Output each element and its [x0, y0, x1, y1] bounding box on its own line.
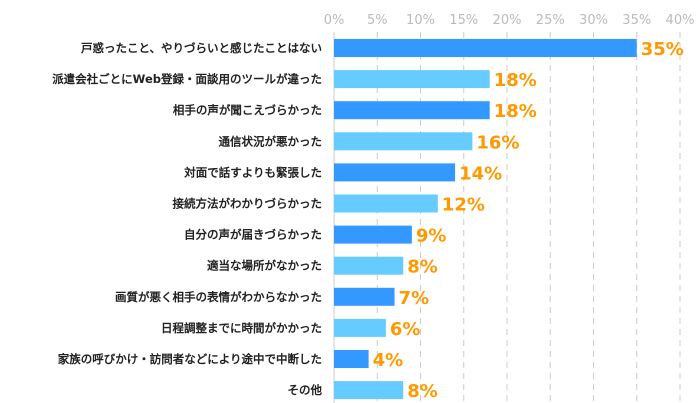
bar: [334, 70, 490, 89]
bar: [334, 163, 456, 182]
category-label: 対面で話すよりも緊張した: [183, 165, 322, 179]
x-tick-label: 5%: [367, 13, 388, 28]
category-label: 自分の声が届きづらかった: [184, 228, 322, 242]
x-tick-label: 15%: [449, 13, 478, 28]
value-label: 18%: [494, 101, 537, 122]
value-label: 8%: [407, 381, 438, 402]
category-label: 戸惑ったこと、やりづらいと感じたことはない: [81, 41, 322, 55]
bar: [334, 287, 395, 306]
x-tick-label: 10%: [406, 13, 435, 28]
value-label: 18%: [494, 70, 537, 91]
bar: [334, 225, 412, 244]
x-tick-label: 40%: [666, 13, 695, 28]
x-tick-label: 20%: [493, 13, 522, 28]
value-label: 35%: [641, 39, 684, 60]
x-tick-label: 0%: [324, 13, 345, 28]
bar: [334, 194, 438, 213]
value-label: 12%: [442, 195, 485, 216]
value-label: 14%: [459, 163, 502, 184]
category-label: 日程調整までに時間がかかった: [161, 321, 322, 335]
value-label: 7%: [399, 288, 430, 309]
category-label: 適当な場所がなかった: [207, 259, 322, 273]
bar: [334, 256, 404, 275]
bar: [334, 39, 637, 57]
bar: [334, 350, 369, 368]
x-tick-label: 35%: [622, 13, 651, 28]
x-tick-label: 25%: [536, 13, 565, 28]
bar: [334, 132, 473, 151]
value-label: 9%: [416, 226, 447, 247]
value-label: 6%: [390, 319, 421, 340]
bar: [334, 318, 386, 337]
category-label: 通信状況が悪かった: [219, 134, 323, 148]
category-label: 接続方法がわかりづらかった: [173, 197, 323, 211]
bar: [334, 101, 490, 120]
category-label: 画質が悪く相手の表情がわからなかった: [115, 290, 322, 304]
value-label: 16%: [476, 132, 519, 153]
category-label: 相手の声が聞こえづらかった: [173, 103, 322, 117]
category-label: 派遣会社ごとにWeb登録・面談用のツールが違った: [52, 72, 322, 86]
value-label: 4%: [373, 350, 404, 371]
category-label: その他: [288, 383, 323, 397]
value-label: 8%: [407, 257, 438, 278]
x-tick-label: 30%: [579, 13, 608, 28]
category-label: 家族の呼びかけ・訪問者などにより途中で中断した: [58, 352, 322, 366]
bar: [334, 381, 404, 400]
